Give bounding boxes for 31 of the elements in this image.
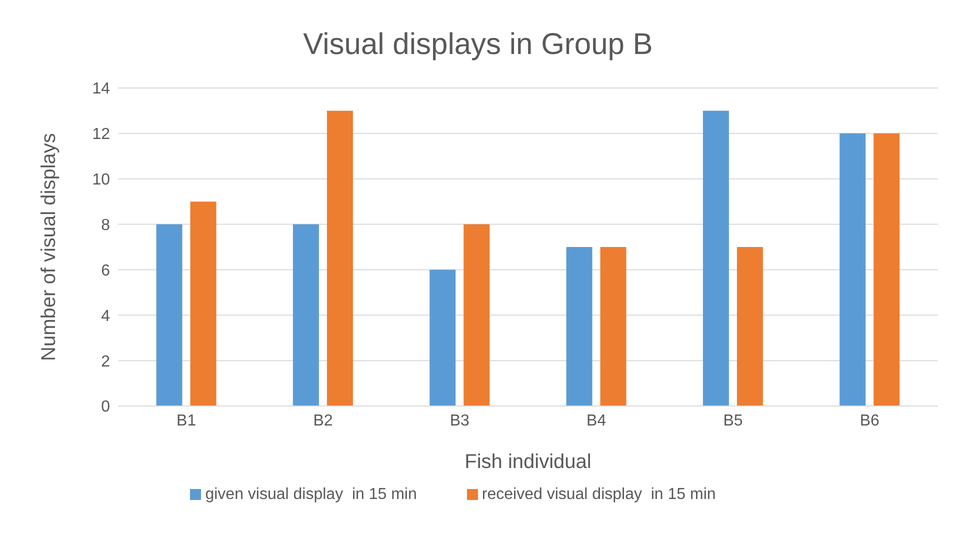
x-tick-label: B1 [176,412,196,430]
bar [600,247,626,406]
bar [566,247,592,406]
y-tick-label: 10 [92,172,110,189]
x-axis-title: Fish individual [464,451,592,473]
bar [464,224,490,406]
bar [156,224,182,406]
y-tick-label: 0 [101,398,110,416]
y-tick-label: 6 [101,262,110,280]
y-axis-title: Number of visual displays [38,133,60,361]
y-tick-label: 8 [101,216,110,234]
bar [326,110,353,406]
bar [736,247,763,406]
y-tick-label: 4 [101,308,110,325]
bar [702,110,729,406]
y-tick-label: 14 [92,80,110,98]
x-tick-label: B6 [860,412,880,430]
bar [190,202,216,406]
bar [292,224,319,406]
y-tick-label: 12 [92,126,110,144]
bar [430,270,456,406]
y-tick-label: 2 [101,353,110,370]
x-tick-label: B4 [586,412,606,430]
chart-title: Visual displays in Group B [302,28,654,63]
bar [840,133,866,406]
x-tick-label: B2 [313,412,333,430]
x-tick-label: B3 [450,412,470,430]
legend-label: received visual display in 15 min [482,486,716,503]
x-tick-label: B5 [723,412,743,430]
bar [874,133,900,406]
legend-label: given visual display in 15 min [205,486,417,503]
